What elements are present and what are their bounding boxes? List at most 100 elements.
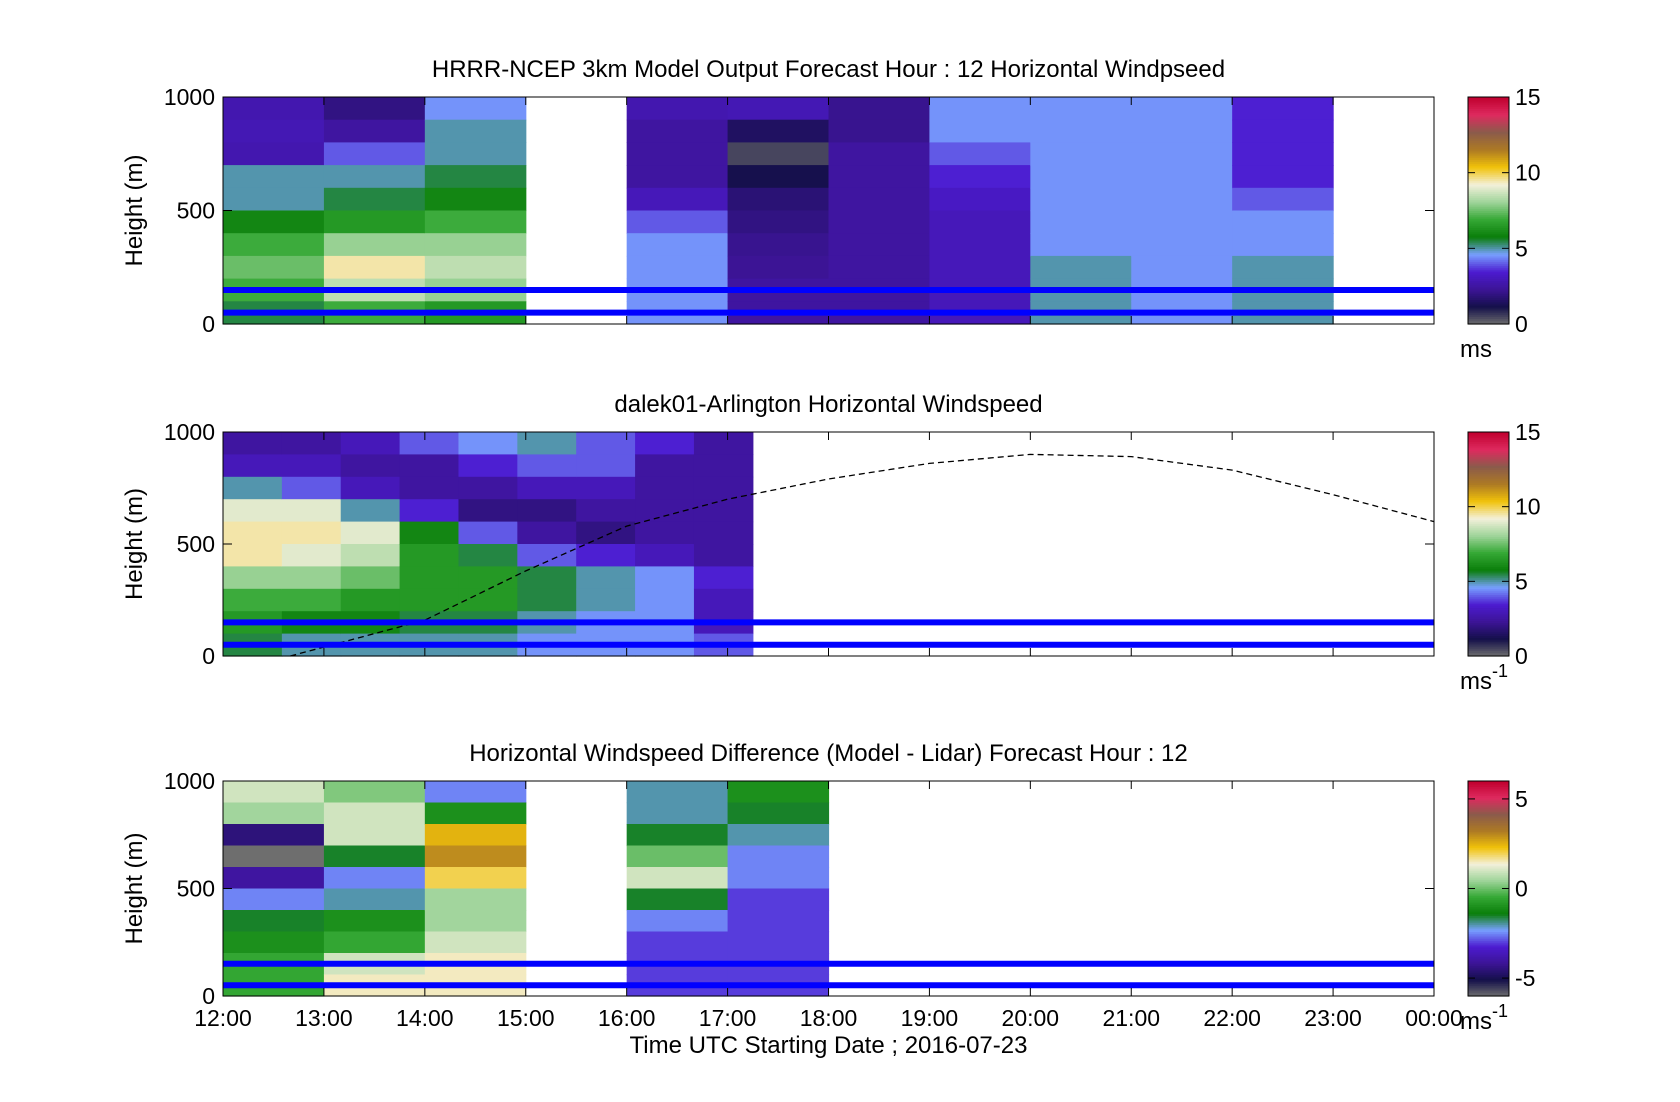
colorbar-segment xyxy=(1468,461,1509,465)
heatmap-cell xyxy=(323,781,426,804)
colorbar-segment xyxy=(1468,994,1509,997)
colorbar-segment xyxy=(1468,629,1509,633)
colorbar-segment xyxy=(1468,157,1509,161)
heatmap-cell xyxy=(626,910,729,933)
colorbar-segment xyxy=(1468,614,1509,618)
colorbar-segment xyxy=(1468,138,1509,142)
colorbar-segment xyxy=(1468,954,1509,958)
colorbar-segment xyxy=(1468,865,1509,868)
colorbar-segment xyxy=(1468,856,1509,859)
x-tick-label: 20:00 xyxy=(1002,1005,1060,1031)
x-tick-label: 15:00 xyxy=(497,1005,555,1031)
colorbar-segment xyxy=(1468,816,1509,820)
colorbar-segment xyxy=(1468,212,1509,215)
colorbar-segment xyxy=(1468,465,1509,469)
colorbar-tick-label: 0 xyxy=(1515,643,1528,669)
heatmap-cell xyxy=(576,499,636,523)
heatmap-cell xyxy=(576,566,636,590)
colorbar-segment xyxy=(1468,974,1509,977)
colorbar-segment xyxy=(1468,206,1509,210)
colorbar-segment xyxy=(1468,935,1509,938)
colorbar-segment xyxy=(1468,172,1509,176)
heatmap-cell xyxy=(828,233,931,257)
colorbar-segment xyxy=(1468,100,1509,104)
colorbar-segment xyxy=(1468,568,1509,571)
colorbar-segment xyxy=(1468,151,1509,155)
colorbar-segment xyxy=(1468,990,1509,994)
y-axis-label: Height (m) xyxy=(121,488,148,600)
colorbar-segment xyxy=(1468,931,1509,934)
colorbar-segment xyxy=(1468,129,1509,132)
colorbar-segment xyxy=(1468,917,1509,920)
colorbar-segment xyxy=(1468,646,1509,650)
heatmap-cell xyxy=(424,867,527,890)
heatmap-cell xyxy=(576,454,636,478)
colorbar-segment xyxy=(1468,219,1509,223)
heatmap-cell xyxy=(424,142,527,166)
heatmap-cell xyxy=(929,255,1031,280)
colorbar-segment xyxy=(1468,938,1509,942)
heatmap-cell xyxy=(1131,187,1233,212)
colorbar-segment xyxy=(1468,480,1509,483)
heatmap-cell xyxy=(223,931,325,954)
colorbar-segment xyxy=(1468,441,1509,444)
heatmap-cell xyxy=(626,142,729,166)
colorbar-segment xyxy=(1468,988,1509,992)
heatmap-cell xyxy=(223,588,283,612)
colorbar-segment xyxy=(1468,108,1509,111)
colorbar-segment xyxy=(1468,852,1509,856)
colorbar-segment xyxy=(1468,892,1509,895)
heatmap-cell xyxy=(727,255,830,280)
heatmap-cell xyxy=(626,165,729,189)
colorbar-tick-label: 5 xyxy=(1515,786,1528,812)
heatmap-cell xyxy=(458,544,518,567)
colorbar-segment xyxy=(1468,261,1509,265)
y-axis-label: Height (m) xyxy=(121,154,148,266)
colorbar-segment xyxy=(1468,246,1509,249)
heatmap-cell xyxy=(340,432,401,455)
colorbar-segment xyxy=(1468,254,1509,257)
x-axis-label: Time UTC Starting Date ; 2016-07-23 xyxy=(630,1032,1028,1059)
panel-model: 1000 500 0 HRRR-NCEP 3km Model Output Forec… xyxy=(121,56,1541,363)
heatmap-cell xyxy=(828,210,931,234)
colorbar-segment xyxy=(1468,289,1509,293)
heatmap-cell xyxy=(727,781,830,804)
colorbar-segment xyxy=(1468,809,1509,813)
heatmap-cell xyxy=(323,910,426,933)
x-tick-label: 14:00 xyxy=(396,1005,454,1031)
heatmap-cell xyxy=(517,566,577,590)
colorbar-segment xyxy=(1468,884,1509,888)
heatmap-cell xyxy=(1232,210,1334,234)
colorbar-segment xyxy=(1468,278,1509,282)
colorbar-segment xyxy=(1468,460,1509,463)
colorbar-segment xyxy=(1468,216,1509,219)
colorbar-segment xyxy=(1468,616,1509,620)
heatmap-cell xyxy=(1030,187,1132,212)
panel-title: Horizontal Windspeed Difference (Model -… xyxy=(469,740,1188,767)
colorbar-segment xyxy=(1468,958,1509,961)
colorbar-segment xyxy=(1468,176,1509,179)
heatmap-cell xyxy=(517,521,577,545)
colorbar-segment xyxy=(1468,967,1509,970)
colorbar-segment xyxy=(1468,942,1509,945)
colorbar-segment xyxy=(1468,620,1509,623)
colorbar-segment xyxy=(1468,875,1509,879)
colorbar-segment xyxy=(1468,110,1509,113)
panel-title: HRRR-NCEP 3km Model Output Forecast Hour… xyxy=(432,56,1225,83)
colorbar-segment xyxy=(1468,547,1509,551)
colorbar-segment xyxy=(1468,633,1509,637)
panel-title: dalek01-Arlington Horizontal Windspeed xyxy=(614,391,1042,418)
colorbar-segment xyxy=(1468,106,1509,109)
heatmap-cell xyxy=(517,454,577,478)
heatmap-cell xyxy=(458,454,518,478)
heatmap-cell xyxy=(517,432,577,455)
colorbar-segment xyxy=(1468,802,1509,805)
colorbar-segment xyxy=(1468,456,1509,459)
y-tick-label: 0 xyxy=(202,983,215,1009)
colorbar-segment xyxy=(1468,517,1509,521)
heatmap-cell xyxy=(626,97,729,121)
heatmap-cell xyxy=(323,931,426,954)
colorbar-segment xyxy=(1468,933,1509,936)
colorbar-segment xyxy=(1468,280,1509,283)
colorbar-tick-label: 0 xyxy=(1515,876,1528,902)
